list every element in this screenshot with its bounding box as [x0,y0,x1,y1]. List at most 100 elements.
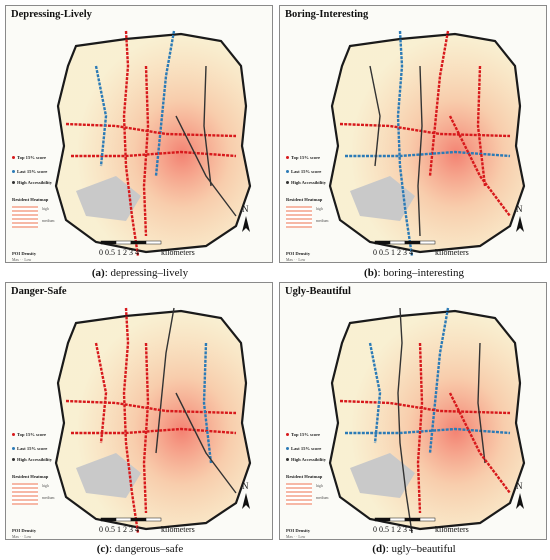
legend-dot-icon [286,181,289,185]
scale-labels: 0 0.5 1 2 3 4 kilometers [373,246,483,262]
scale-segment [404,240,421,245]
caption-d: (d): ugly–beautiful [279,543,549,555]
legend-label: Last 15% score [291,446,322,451]
heat-high-label: high [42,207,49,211]
city-boundary [54,32,252,254]
legend-label: Resident Heatmap [12,197,49,202]
legend-label: Resident Heatmap [286,474,323,479]
last-score-road [345,150,511,158]
legend-poi: POI Density [286,528,310,534]
top-score-road [448,115,511,217]
last-score-road [94,65,108,167]
legend-last: Last 15% score [286,446,322,452]
legend-top: Top 15% score [12,155,46,161]
access-road [477,342,486,464]
caption-text: : dangerous–safe [108,543,184,555]
access-road [369,65,381,167]
poi-values: Max · · Low [12,535,32,539]
top-score-road [65,399,237,415]
legend-dot-icon [12,181,15,185]
legend-access: High Accessibility [12,180,52,186]
access-road [203,65,212,187]
top-score-road [65,122,237,138]
scale-segment [419,240,436,245]
last-score-road [368,342,382,444]
north-label: N [242,481,249,491]
north-label: N [242,204,249,214]
top-score-road [71,150,237,158]
legend-label: POI Density [12,251,37,256]
scale-unit: kilometers [161,248,195,257]
scale-segment [404,517,421,522]
legend-dot-icon [12,433,15,437]
scale-segment [130,517,147,522]
scale-unit: kilometers [435,248,469,257]
top-score-road [71,427,237,435]
caption-a: (a): depressing–lively [5,267,275,279]
scale-segment [115,517,132,522]
north-label: N [516,204,523,214]
legend-label: Top 15% score [17,432,47,437]
north-arrow-icon [242,493,250,509]
top-score-road [416,342,424,514]
city-heatmap [56,311,250,529]
legend-heatmap: Resident Heatmap [12,474,49,480]
heat-high-label: high [316,484,323,488]
heatmap-swatch [12,206,38,228]
heat-medium-label: medium [316,496,329,500]
legend-access: High Accessibility [286,180,327,186]
top-score-road [122,307,140,534]
legend-dot-icon [286,433,289,437]
legend-dot-icon [286,447,289,451]
heat-medium-label: medium [42,496,55,500]
top-score-road [142,65,150,237]
last-score-road [345,427,511,435]
legend-dot-icon [12,170,15,174]
scale-bar [100,240,162,245]
grey-area [350,453,415,498]
legend-label: POI Density [286,251,311,256]
top-score-road [476,65,487,187]
scale-labels: 0 0.5 1 2 3 4 kilometers [373,523,483,539]
heatmap-swatch [286,483,312,505]
caption-text: : ugly–beautiful [385,543,456,555]
scale-segment [130,240,147,245]
panel-title: Boring-Interesting [285,9,369,20]
caption-letter: (c) [96,543,109,555]
map-panel-d: Ugly-Beautiful Top 15% score Last 15% sco… [279,282,547,540]
legend-last: Last 15% score [286,169,322,175]
legend-label: High Accessibility [291,180,327,185]
access-road [175,115,237,217]
top-score-road [142,342,150,514]
city-heatmap [330,34,524,252]
north-arrow-icon [242,216,250,232]
legend-label: Resident Heatmap [12,474,49,479]
map-panel-a: Depressing-Lively Top 15% score Last 15% … [5,5,273,263]
scale-segment [145,517,162,522]
legend-label: Last 15% score [17,169,48,174]
top-score-road [94,342,108,444]
legend-label: POI Density [12,528,37,533]
legend-label: Last 15% score [17,446,48,451]
scale-segment [389,517,406,522]
scale-labels: 0 0.5 1 2 3 4 kilometers [99,246,209,262]
legend-dot-icon [12,458,15,462]
legend-poi: POI Density [286,251,311,257]
access-road [417,65,423,237]
map-canvas-c [54,307,252,534]
last-score-road [396,30,414,257]
legend-label: High Accessibility [17,457,53,462]
north-label: N [516,481,523,491]
heat-high-label: high [42,484,49,488]
scale-segment [100,517,117,522]
caption-c: (c): dangerous–safe [5,543,275,555]
legend-label: Last 15% score [291,169,322,174]
top-score-road [428,30,450,177]
scale-unit: kilometers [161,525,195,534]
legend-access: High Accessibility [12,457,53,463]
legend-last: Last 15% score [12,169,48,175]
scale-ticks: 0 0.5 1 2 3 4 [373,525,413,534]
scale-segment [419,517,436,522]
north-arrow-icon [516,216,524,232]
access-road [397,307,413,534]
